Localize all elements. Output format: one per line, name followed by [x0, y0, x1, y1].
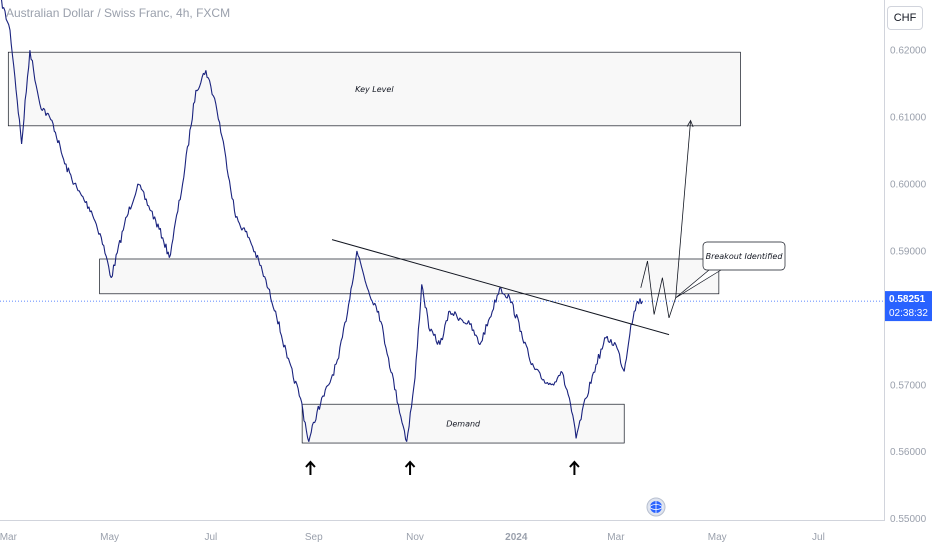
up-arrow-icon — [569, 460, 580, 475]
zone-box — [99, 258, 720, 295]
price-series — [1, 0, 643, 442]
x-tick-label: May — [100, 532, 119, 543]
trendline — [331, 239, 670, 336]
candle-countdown: 02:38:32 — [889, 308, 928, 319]
up-arrow-head — [404, 460, 416, 468]
x-tick-label: Sep — [305, 532, 323, 543]
y-tick-label: 0.56000 — [890, 447, 927, 458]
y-tick-label: 0.62000 — [890, 46, 927, 57]
up-arrow-icon — [404, 460, 416, 475]
current-price-tag — [885, 291, 932, 322]
markers-layer — [305, 460, 580, 475]
up-arrow-head — [305, 460, 316, 468]
x-tick-label: Mar — [0, 532, 18, 543]
y-tick-label: 0.57000 — [890, 380, 927, 391]
zone-label: Demand — [446, 420, 481, 429]
callout-pointer — [675, 269, 722, 299]
y-tick-label: 0.61000 — [890, 113, 927, 124]
zone-box — [7, 51, 741, 127]
globe-icon[interactable] — [646, 497, 666, 517]
currency-button[interactable]: CHF — [887, 6, 923, 30]
x-tick-label: May — [708, 532, 727, 543]
zone-box — [301, 403, 625, 444]
callout-box — [702, 241, 786, 271]
y-tick-label: 0.60000 — [890, 180, 927, 191]
zones-layer: Key Level Demand — [7, 51, 741, 444]
x-tick-label: Mar — [607, 532, 625, 543]
callout-label: Breakout Identified — [706, 252, 784, 261]
symbol-title: Australian Dollar / Swiss Franc, 4h, FXC… — [6, 6, 231, 20]
current-price-value: 0.58251 — [889, 294, 926, 305]
projection-arrowhead — [686, 119, 694, 128]
y-tick-label: 0.55000 — [890, 514, 927, 525]
y-tick-label: 0.59000 — [890, 246, 927, 257]
x-tick-label: Nov — [406, 532, 424, 543]
price-tag-layer: 0.58251 02:38:32 — [0, 291, 932, 322]
zone-label: Key Level — [355, 85, 394, 94]
x-tick-label: 2024 — [505, 532, 528, 543]
price-layer — [1, 0, 643, 442]
up-arrow-head — [569, 460, 580, 468]
x-tick-label: Jul — [812, 532, 825, 543]
up-arrow-icon — [305, 460, 316, 475]
x-tick-label: Jul — [204, 532, 217, 543]
drawings-layer: Breakout Identified — [331, 119, 786, 336]
